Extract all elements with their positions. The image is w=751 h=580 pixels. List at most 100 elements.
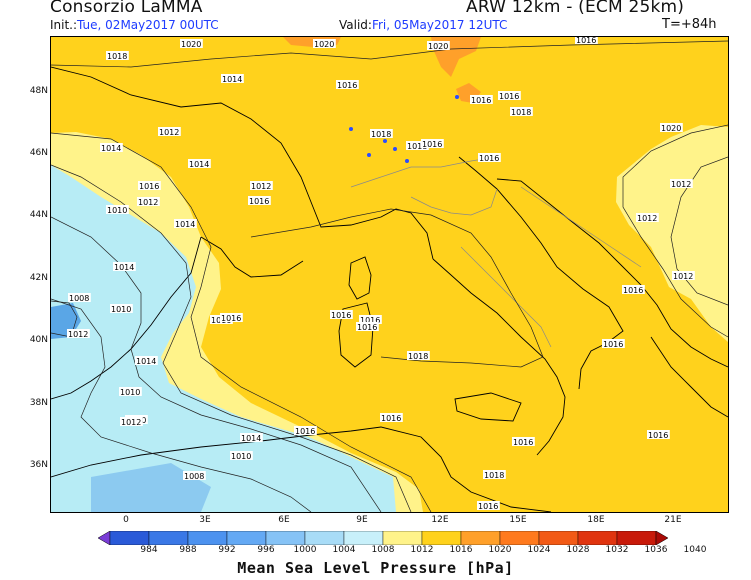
isobar-label-bg — [512, 437, 535, 446]
isobar-label-text: 1016 — [478, 502, 498, 511]
colorbar-segment — [187, 530, 228, 546]
isobar-label-bg — [188, 159, 211, 168]
isobar-label-bg — [622, 285, 645, 294]
isobar-label-text: 1016 — [623, 286, 643, 295]
isobar-label-text: 1014 — [136, 357, 156, 366]
isobar-label-bg — [336, 80, 359, 89]
isobar-value-label: 1010 — [110, 304, 133, 314]
isobar-value-label: 1010 — [230, 451, 253, 461]
colorbar-tick-label: 988 — [179, 545, 197, 555]
isobar-label-bg — [110, 304, 133, 313]
isobar-label-text: 1012 — [138, 198, 158, 207]
isobar-value-label: 1016 — [330, 310, 353, 320]
isobar-label-text: 1016 — [139, 182, 159, 191]
isobar-label-text: 1012 — [68, 330, 88, 339]
colorbar-segment — [148, 530, 189, 546]
isobar-label-text: 1020 — [314, 40, 334, 49]
isobar-1018 — [51, 40, 728, 68]
isobar-label-bg — [113, 262, 136, 271]
lat-label: 48N — [29, 86, 48, 96]
isobar-value-label: 1014 — [188, 159, 211, 169]
isobar-label-text: 1016 — [221, 314, 241, 323]
isobar-label-bg — [120, 417, 143, 426]
colorbar-tick-label: 996 — [257, 545, 275, 555]
isobar-label-bg — [477, 501, 500, 510]
colorbar-segment — [265, 530, 306, 546]
isobar-label-text: 1014 — [189, 160, 209, 169]
isobar-label-bg — [407, 351, 430, 360]
isobar-value-label: 1016 — [248, 196, 271, 206]
colorbar-tick-label: 1032 — [605, 545, 629, 555]
isobar-label-text: 1016 — [576, 37, 596, 45]
isobar-value-label: 1018 — [370, 129, 393, 139]
colorbar-segment — [109, 530, 150, 546]
colorbar-tick-label: 1020 — [488, 545, 512, 555]
isobar-label-text: 1018 — [408, 352, 428, 361]
isobar-label-text: 1018 — [107, 52, 127, 61]
lon-label: 3E — [199, 515, 211, 525]
isobar-value-label: 1014 — [100, 143, 123, 153]
isobar-label-bg — [183, 471, 206, 480]
isobar-value-label: 1018 — [407, 351, 430, 361]
isobar-label-bg — [230, 451, 253, 460]
isobar-label-bg — [380, 413, 403, 422]
isobar-label-bg — [359, 315, 382, 324]
isobar-value-label: 1010 — [106, 205, 129, 215]
isobar-label-bg — [294, 426, 317, 435]
isobar-value-label: 1016 — [294, 426, 317, 436]
lon-label: 21E — [664, 515, 682, 525]
isobar-label-bg — [427, 41, 450, 50]
valid-value: Fri, 05May2017 12UTC — [371, 18, 508, 32]
isobar-label-text: 1016 — [357, 323, 377, 332]
isobar-value-label: 1016 — [478, 153, 501, 163]
colorbar-segment — [460, 530, 501, 546]
isobar-label-text: 1008 — [69, 294, 89, 303]
isobar-value-label: 1008 — [68, 293, 91, 303]
isobar-label-text: 1014 — [241, 434, 261, 443]
isobar-label-text: 1012 — [159, 128, 179, 137]
isobar-value-label: 1016 — [336, 80, 359, 90]
isobar-value-label: 1012 — [67, 329, 90, 339]
isobar-label-text: 1012 — [673, 272, 693, 281]
isobar-label-bg — [220, 313, 243, 322]
init-label: Init.: — [50, 18, 78, 32]
isobar-label-bg — [483, 470, 506, 479]
isobar-label-text: 1018 — [511, 108, 531, 117]
isobar-label-text: 1016 — [471, 96, 491, 105]
colorbar-svg — [97, 530, 669, 546]
init-value: Tue, 02May2017 00UTC — [77, 18, 219, 32]
isobar-label-text: 1016 — [381, 414, 401, 423]
isobar-value-label: 1014 — [174, 219, 197, 229]
isobar-label-text: 1016 — [479, 154, 499, 163]
colorbar-tick-label: 1000 — [293, 545, 317, 555]
colorbar-tick-label: 1008 — [371, 545, 395, 555]
isobar-value-label: 1012 — [670, 179, 693, 189]
isobar-value-label: 1014 — [240, 433, 263, 443]
coast-sicily — [454, 392, 522, 422]
isobar-label-text: 1012 — [121, 418, 141, 427]
lat-label: 40N — [29, 335, 48, 345]
isobar-label-text: 1018 — [484, 471, 504, 480]
isobar-label-text: 1018 — [407, 142, 427, 151]
isobar-label-bg — [135, 356, 158, 365]
isobar-value-label: 1018 — [106, 51, 129, 61]
lat-label: 42N — [29, 273, 48, 283]
isobar-1012-east — [670, 156, 728, 306]
isobar-label-text: 1020 — [181, 40, 201, 49]
lat-label: 38N — [29, 398, 48, 408]
isobar-1018-central — [250, 208, 544, 368]
lon-label: 12E — [431, 515, 449, 525]
isobar-value-label: 1016 — [138, 181, 161, 191]
isobar-value-label: 1012 — [636, 213, 659, 223]
isobar-label-text: 1016 — [331, 311, 351, 320]
valid-time: Valid:Fri, 05May2017 12UTC — [339, 18, 507, 32]
isobar-label-bg — [602, 339, 625, 348]
colorbar-tick-label: 984 — [140, 545, 158, 555]
isobar-value-label: 1016 — [498, 91, 521, 101]
border-apennines — [460, 246, 552, 348]
isobar-label-bg — [406, 141, 429, 150]
isobar-label-bg — [498, 91, 521, 100]
forecast-step: T=+84h — [662, 17, 717, 32]
isobar-value-label: 1016 — [602, 339, 625, 349]
isobar-value-label: 1016 — [512, 437, 535, 447]
